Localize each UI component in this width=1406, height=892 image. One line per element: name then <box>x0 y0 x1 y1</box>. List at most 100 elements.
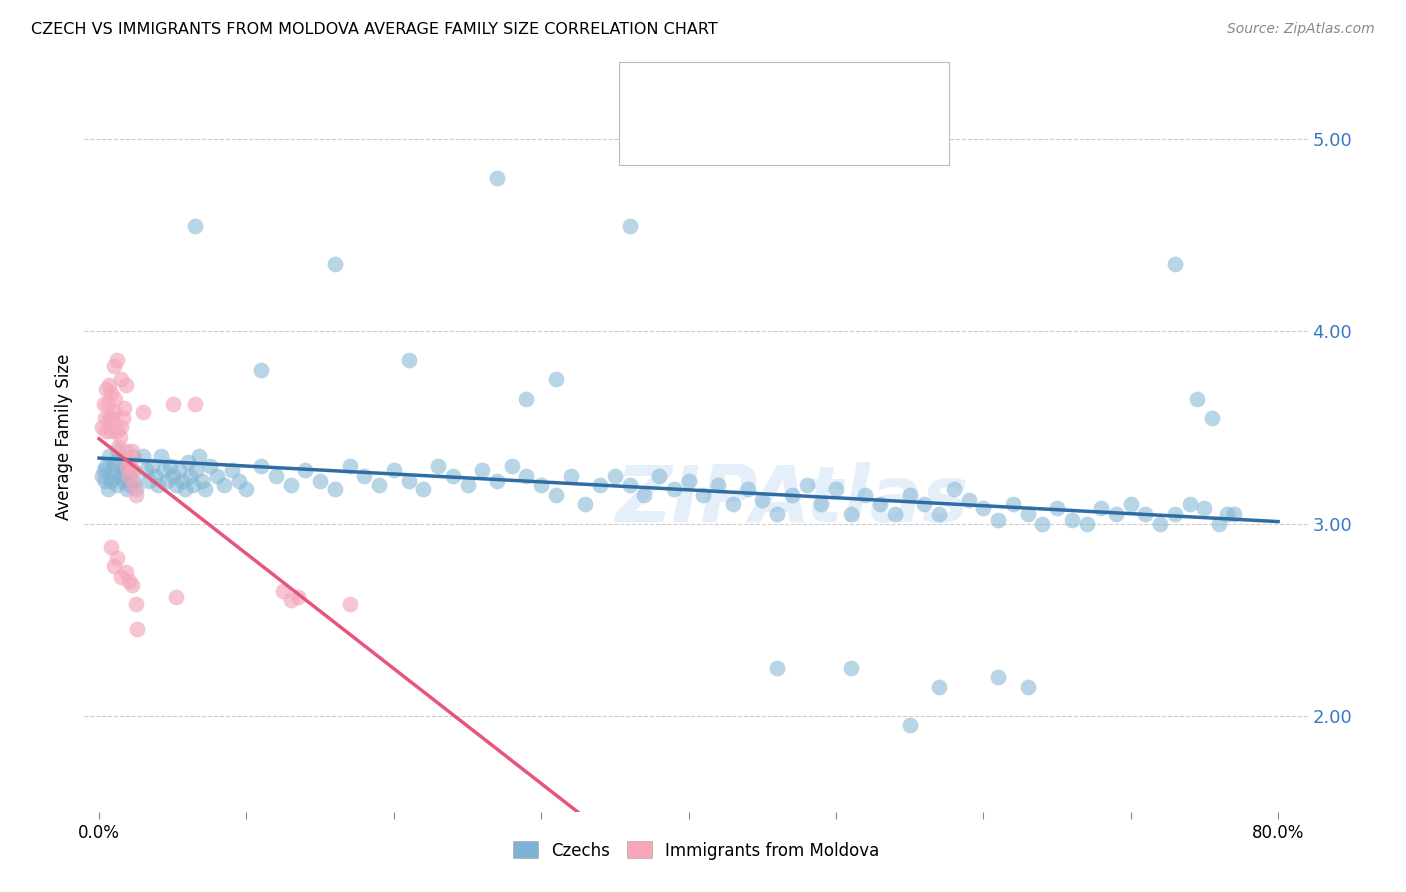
Point <box>560 468 582 483</box>
Point <box>96 425 118 439</box>
Point <box>1090 501 1112 516</box>
Point <box>141 458 163 473</box>
Point <box>146 478 169 492</box>
Point <box>100 425 122 439</box>
Point <box>124 478 146 492</box>
Point <box>957 493 980 508</box>
Point <box>91 468 114 483</box>
Point <box>108 468 131 483</box>
Point <box>101 410 124 425</box>
Point <box>751 493 773 508</box>
Point <box>1119 497 1142 511</box>
Point <box>309 475 332 489</box>
Point <box>100 475 122 489</box>
Point <box>117 468 139 483</box>
Point <box>214 478 236 492</box>
Point <box>530 478 553 492</box>
Point <box>125 488 148 502</box>
Point <box>898 488 921 502</box>
Point <box>1017 680 1039 694</box>
Text: CZECH VS IMMIGRANTS FROM MOLDOVA AVERAGE FAMILY SIZE CORRELATION CHART: CZECH VS IMMIGRANTS FROM MOLDOVA AVERAGE… <box>31 22 717 37</box>
Point <box>1223 507 1246 521</box>
Point <box>235 482 257 496</box>
Point <box>987 670 1010 684</box>
Point <box>839 507 862 521</box>
Point <box>117 468 139 483</box>
Point <box>323 482 346 496</box>
Point <box>125 482 148 496</box>
Point <box>176 455 198 469</box>
Point <box>179 468 201 483</box>
Point <box>105 353 128 368</box>
Point <box>471 463 494 477</box>
Point <box>108 430 131 444</box>
Point <box>264 468 287 483</box>
Point <box>98 378 121 392</box>
Point <box>186 463 208 477</box>
Point <box>198 458 221 473</box>
Point <box>138 475 160 489</box>
Point <box>280 593 302 607</box>
Point <box>662 482 685 496</box>
Point <box>110 372 132 386</box>
Point <box>194 482 217 496</box>
Point <box>1194 501 1216 516</box>
Point <box>1164 257 1187 271</box>
Point <box>124 475 146 489</box>
Point <box>339 597 361 611</box>
Point <box>94 475 117 489</box>
Point <box>114 565 136 579</box>
Point <box>441 468 464 483</box>
Point <box>928 507 950 521</box>
Point <box>110 570 132 584</box>
Point <box>103 455 125 469</box>
Point <box>1001 497 1024 511</box>
Point <box>515 468 537 483</box>
Point <box>721 497 744 511</box>
Point <box>100 540 122 554</box>
Point <box>91 420 114 434</box>
Point <box>115 458 138 473</box>
Point <box>132 450 155 464</box>
Point <box>382 463 405 477</box>
Point <box>165 590 187 604</box>
Point <box>205 468 228 483</box>
Point <box>810 497 832 511</box>
Point <box>121 578 143 592</box>
Point <box>884 507 907 521</box>
Point <box>678 475 700 489</box>
Point <box>1046 501 1069 516</box>
Point <box>96 458 118 473</box>
Point <box>987 513 1010 527</box>
Point <box>972 501 994 516</box>
Point <box>112 401 135 416</box>
Point <box>1185 392 1208 406</box>
Point <box>159 458 181 473</box>
Point <box>162 468 184 483</box>
Point <box>780 488 803 502</box>
Point <box>544 372 567 386</box>
Text: R =  -0.187   N = 136: R = -0.187 N = 136 <box>671 93 891 111</box>
Point <box>170 475 193 489</box>
Point <box>114 455 136 469</box>
Point <box>1215 507 1237 521</box>
Point <box>132 405 155 419</box>
Point <box>228 475 250 489</box>
Point <box>221 463 243 477</box>
Point <box>191 475 214 489</box>
Point <box>183 478 205 492</box>
Point <box>103 558 125 573</box>
Point <box>1105 507 1128 521</box>
Point <box>287 590 309 604</box>
Point <box>398 353 420 368</box>
Point <box>96 382 118 396</box>
Point <box>692 488 714 502</box>
Point <box>173 482 195 496</box>
Point <box>912 497 935 511</box>
Point <box>485 475 508 489</box>
Point <box>589 478 612 492</box>
Point <box>111 475 134 489</box>
Point <box>1149 516 1171 531</box>
Point <box>766 660 789 674</box>
Point <box>118 478 141 492</box>
